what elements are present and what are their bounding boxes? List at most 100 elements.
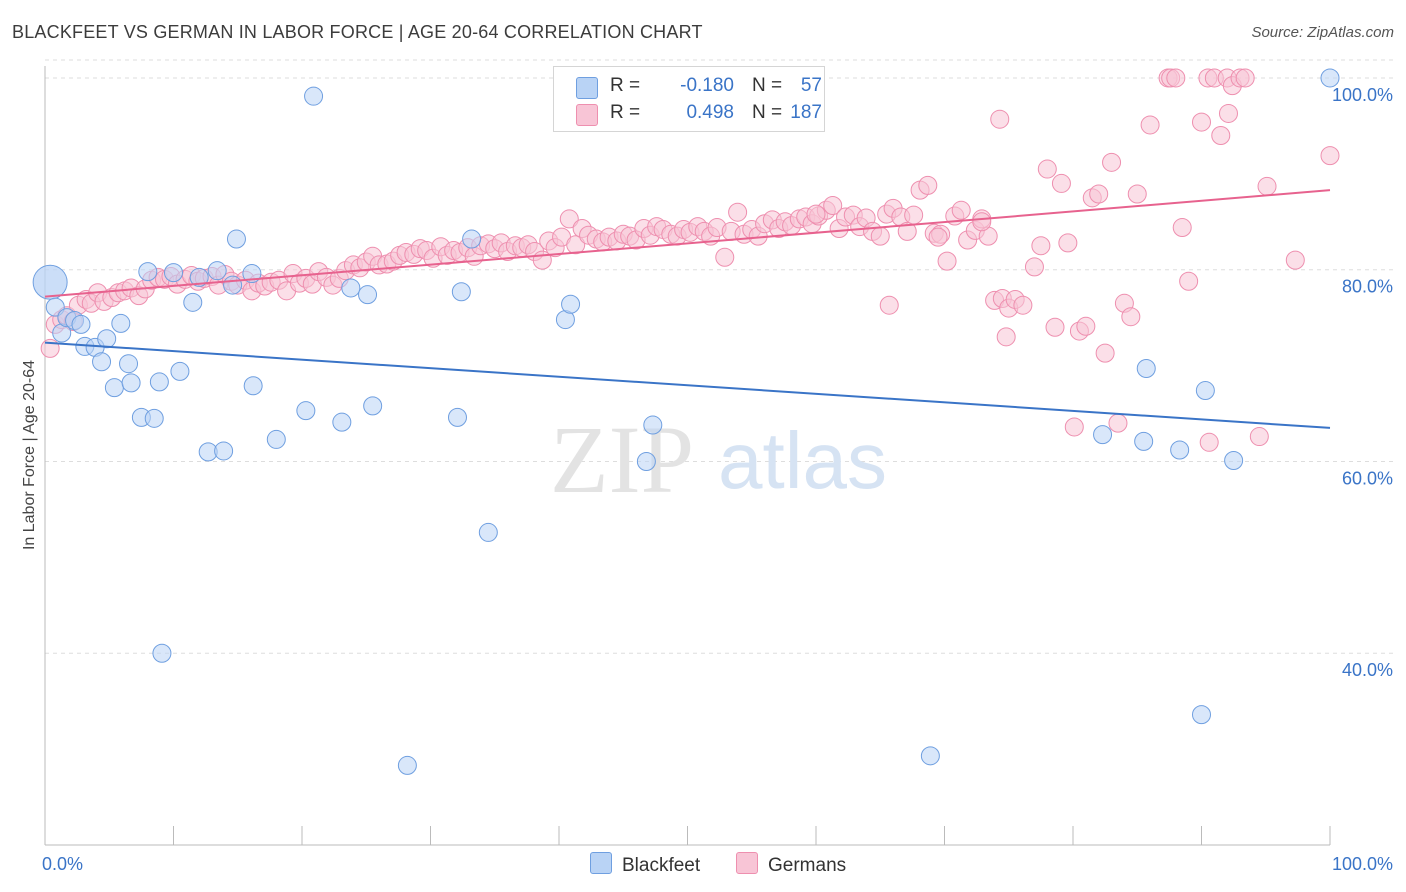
germans-point — [1285, 250, 1305, 270]
germans-point — [1249, 427, 1269, 447]
germans-point — [559, 209, 579, 229]
blackfeet-point — [97, 329, 117, 349]
germans-point — [1257, 176, 1277, 196]
germans-point — [1037, 159, 1057, 179]
source-label: Source: ZipAtlas.com — [1251, 24, 1394, 41]
legend-stats: R = -0.180 N = 57 R = 0.498 N = 187 — [553, 66, 825, 132]
germans-point — [1192, 112, 1211, 132]
germans-point — [918, 175, 938, 195]
blackfeet-point — [1170, 440, 1190, 460]
germans-r-value: 0.498 — [686, 102, 734, 123]
germans-point — [928, 227, 948, 247]
series-germans — [40, 68, 1340, 452]
blackfeet-trend-line — [44, 341, 1331, 429]
germans-point — [1031, 236, 1051, 256]
blackfeet-point — [636, 451, 656, 471]
germans-point — [870, 226, 890, 246]
germans-point — [728, 202, 748, 222]
blackfeet-point — [451, 282, 471, 302]
blackfeet-point — [643, 415, 663, 435]
blackfeet-point — [104, 378, 124, 398]
blackfeet-point — [207, 261, 227, 281]
blackfeet-point — [296, 401, 316, 421]
y-tick-label: 100.0% — [1332, 85, 1393, 105]
germans-point — [1102, 152, 1122, 172]
blackfeet-point — [1136, 358, 1156, 378]
x-tick-label: 0.0% — [42, 854, 83, 874]
germans-point — [1058, 233, 1078, 253]
germans-point — [1121, 307, 1141, 327]
germans-point — [1089, 184, 1109, 204]
blackfeet-point — [478, 522, 498, 542]
blackfeet-point — [243, 376, 263, 396]
blackfeet-point — [1224, 451, 1244, 471]
germans-point — [1166, 68, 1186, 88]
blackfeet-r-value: -0.180 — [680, 75, 734, 96]
blackfeet-n-value: 57 — [800, 75, 822, 96]
blackfeet-point — [332, 412, 352, 432]
blackfeet-swatch — [590, 852, 612, 874]
germans-point — [1211, 125, 1231, 145]
germans-point — [1172, 218, 1192, 238]
germans-point — [972, 212, 992, 232]
germans-point — [1076, 316, 1096, 336]
blackfeet-point — [1195, 381, 1215, 401]
watermark-atlas: atlas — [718, 416, 887, 505]
germans-point — [951, 200, 971, 220]
n-label: N = — [752, 102, 783, 123]
legend-germans-label: Germans — [768, 855, 847, 876]
blackfeet-point — [242, 264, 262, 284]
germans-point — [996, 327, 1016, 347]
blackfeet-point — [214, 441, 234, 461]
r-label: R = — [610, 102, 641, 123]
blackfeet-point — [189, 267, 209, 287]
legend-item-blackfeet[interactable]: Blackfeet — [590, 852, 700, 877]
watermark: ZIP atlas — [550, 406, 887, 513]
blackfeet-point — [561, 294, 581, 314]
legend-blackfeet-label: Blackfeet — [622, 855, 701, 876]
y-tick-label: 80.0% — [1342, 277, 1393, 297]
axes — [44, 66, 1331, 846]
germans-point — [1320, 146, 1340, 166]
blackfeet-point — [1192, 705, 1211, 725]
germans-point — [1199, 432, 1219, 452]
germans-point — [1095, 343, 1115, 363]
blackfeet-point — [119, 354, 139, 374]
blackfeet-point — [1320, 68, 1340, 88]
series-blackfeet — [32, 68, 1340, 775]
blackfeet-point — [138, 262, 158, 282]
blackfeet-point — [920, 746, 940, 766]
germans-point — [1045, 317, 1065, 337]
blackfeet-point — [32, 264, 68, 300]
y-tick-label: 40.0% — [1342, 660, 1393, 680]
germans-point — [566, 235, 586, 255]
r-label: R = — [610, 75, 641, 96]
blackfeet-point — [363, 396, 383, 416]
blackfeet-point — [149, 372, 169, 392]
blackfeet-point — [121, 373, 141, 393]
germans-point — [1218, 103, 1238, 123]
germans-point — [879, 295, 899, 315]
germans-point — [904, 205, 924, 225]
blackfeet-point — [223, 275, 243, 295]
germans-point — [1235, 68, 1255, 88]
germans-point — [1127, 184, 1147, 204]
blackfeet-point — [226, 229, 246, 249]
germans-point — [1024, 257, 1044, 277]
chart-title: BLACKFEET VS GERMAN IN LABOR FORCE | AGE… — [12, 22, 703, 42]
blackfeet-point — [341, 278, 361, 298]
n-label: N = — [752, 75, 783, 96]
blackfeet-point — [447, 407, 467, 427]
germans-trend-line — [44, 189, 1331, 298]
blackfeet-point — [1093, 425, 1113, 445]
blackfeet-point — [1134, 431, 1154, 451]
blackfeet-point — [152, 643, 172, 663]
legend-item-germans[interactable]: Germans — [736, 852, 846, 877]
blackfeet-point — [304, 86, 324, 106]
germans-point — [937, 251, 957, 271]
germans-point — [823, 195, 843, 215]
blackfeet-point — [170, 361, 190, 381]
blackfeet-point — [358, 285, 378, 305]
germans-point — [1108, 413, 1128, 433]
blackfeet-point — [111, 313, 131, 333]
